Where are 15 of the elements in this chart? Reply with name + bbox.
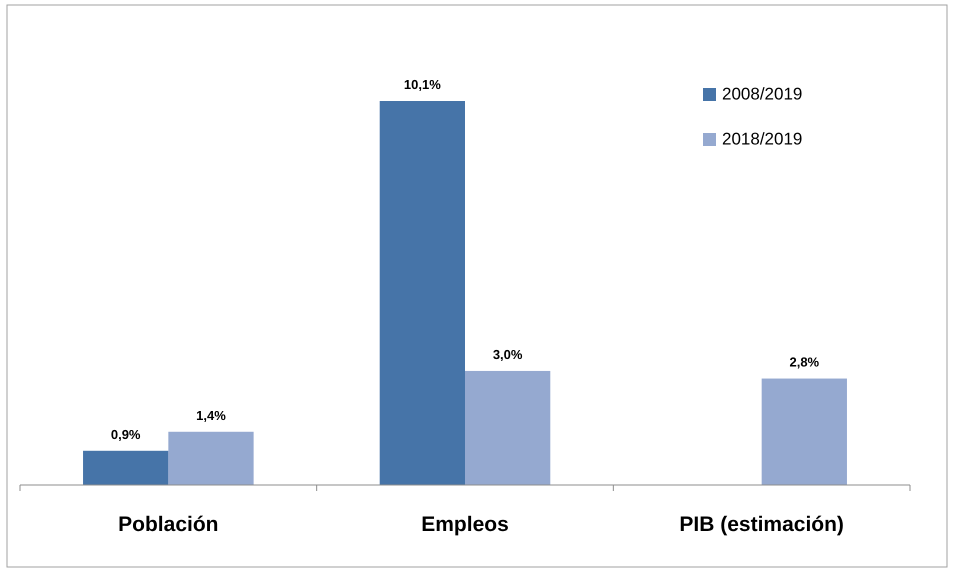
data-label: 1,4% — [196, 408, 226, 423]
bar — [762, 378, 847, 485]
x-tick-label: Población — [118, 513, 219, 536]
bar — [465, 370, 550, 485]
legend-label: 2018/2019 — [722, 129, 802, 148]
x-tick-label: Empleos — [421, 513, 509, 536]
data-label: 2,8% — [789, 354, 820, 370]
x-tick-label: PIB (estimación) — [679, 513, 844, 536]
data-label: 0,9% — [110, 426, 141, 442]
bar — [168, 432, 254, 485]
legend-label: 2008/2019 — [722, 84, 802, 104]
data-label: 3,0% — [492, 346, 523, 362]
bar — [380, 101, 465, 485]
bar — [83, 450, 168, 485]
data-label: 10,1% — [404, 77, 442, 92]
